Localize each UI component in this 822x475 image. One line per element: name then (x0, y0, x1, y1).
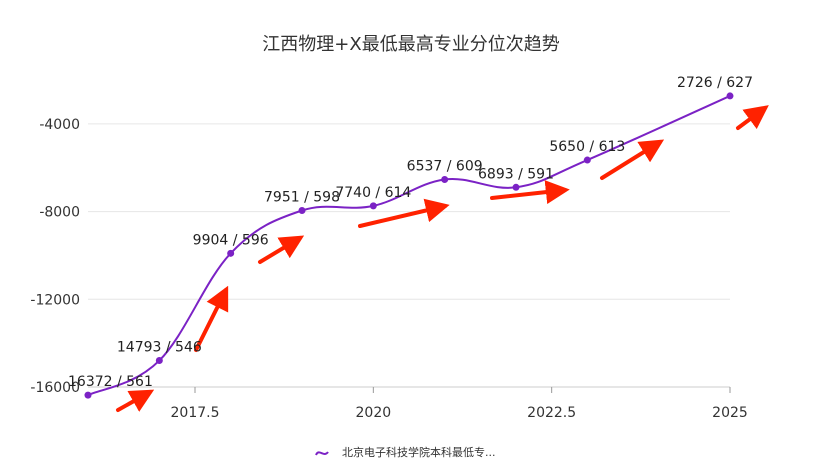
data-point[interactable] (583, 156, 591, 164)
data-point[interactable] (298, 206, 306, 214)
axes: -4000 -8000 -12000 -16000 2017.5 2020 2022.5 20… (30, 117, 747, 421)
data-label: 14793 / 546 (117, 340, 202, 356)
chart-title: 江西物理+X最低最高专业分位次趋势 (262, 34, 559, 55)
up-right-arrow (736, 105, 769, 130)
data-label: 5650 / 613 (549, 139, 625, 155)
data-point[interactable] (227, 249, 235, 257)
x-tick-label: 2020 (356, 405, 392, 421)
legend[interactable]: 北京电子科技学院本科最低专... (315, 445, 496, 459)
data-labels: 16372 / 561 14793 / 546 9904 / 596 7951 / 5… (68, 75, 753, 390)
data-point[interactable] (726, 92, 734, 100)
data-label: 7951 / 598 (264, 189, 340, 205)
data-label: 2726 / 627 (677, 75, 753, 91)
data-point[interactable] (441, 175, 449, 183)
series-layer (84, 92, 734, 399)
annotation-arrows (116, 105, 769, 412)
up-right-arrow (600, 139, 665, 180)
y-tick-label: -12000 (30, 292, 80, 308)
up-right-arrow (116, 389, 155, 412)
data-label: 7740 / 614 (335, 185, 411, 201)
data-point[interactable] (369, 202, 377, 210)
up-right-arrow (194, 285, 229, 352)
data-label: 9904 / 596 (193, 232, 269, 248)
up-right-arrow (490, 180, 570, 205)
data-label: 6893 / 591 (478, 166, 554, 182)
data-label: 6537 / 609 (407, 158, 483, 174)
y-tick-label: -8000 (39, 205, 80, 221)
data-point[interactable] (512, 183, 520, 191)
x-tick-label: 2022.5 (527, 405, 576, 421)
legend-series-icon (315, 451, 329, 456)
data-point[interactable] (84, 391, 92, 399)
data-label: 16372 / 561 (68, 374, 153, 390)
up-right-arrow (358, 198, 450, 228)
legend-series-name: 北京电子科技学院本科最低专... (342, 445, 496, 459)
y-tick-label: -16000 (30, 380, 80, 396)
y-tick-label: -4000 (39, 117, 80, 133)
data-point[interactable] (155, 357, 163, 365)
x-tick-label: 2025 (712, 405, 748, 421)
grid-lines (88, 123, 730, 300)
up-right-arrow (258, 235, 305, 264)
x-tick-label: 2017.5 (171, 405, 220, 421)
